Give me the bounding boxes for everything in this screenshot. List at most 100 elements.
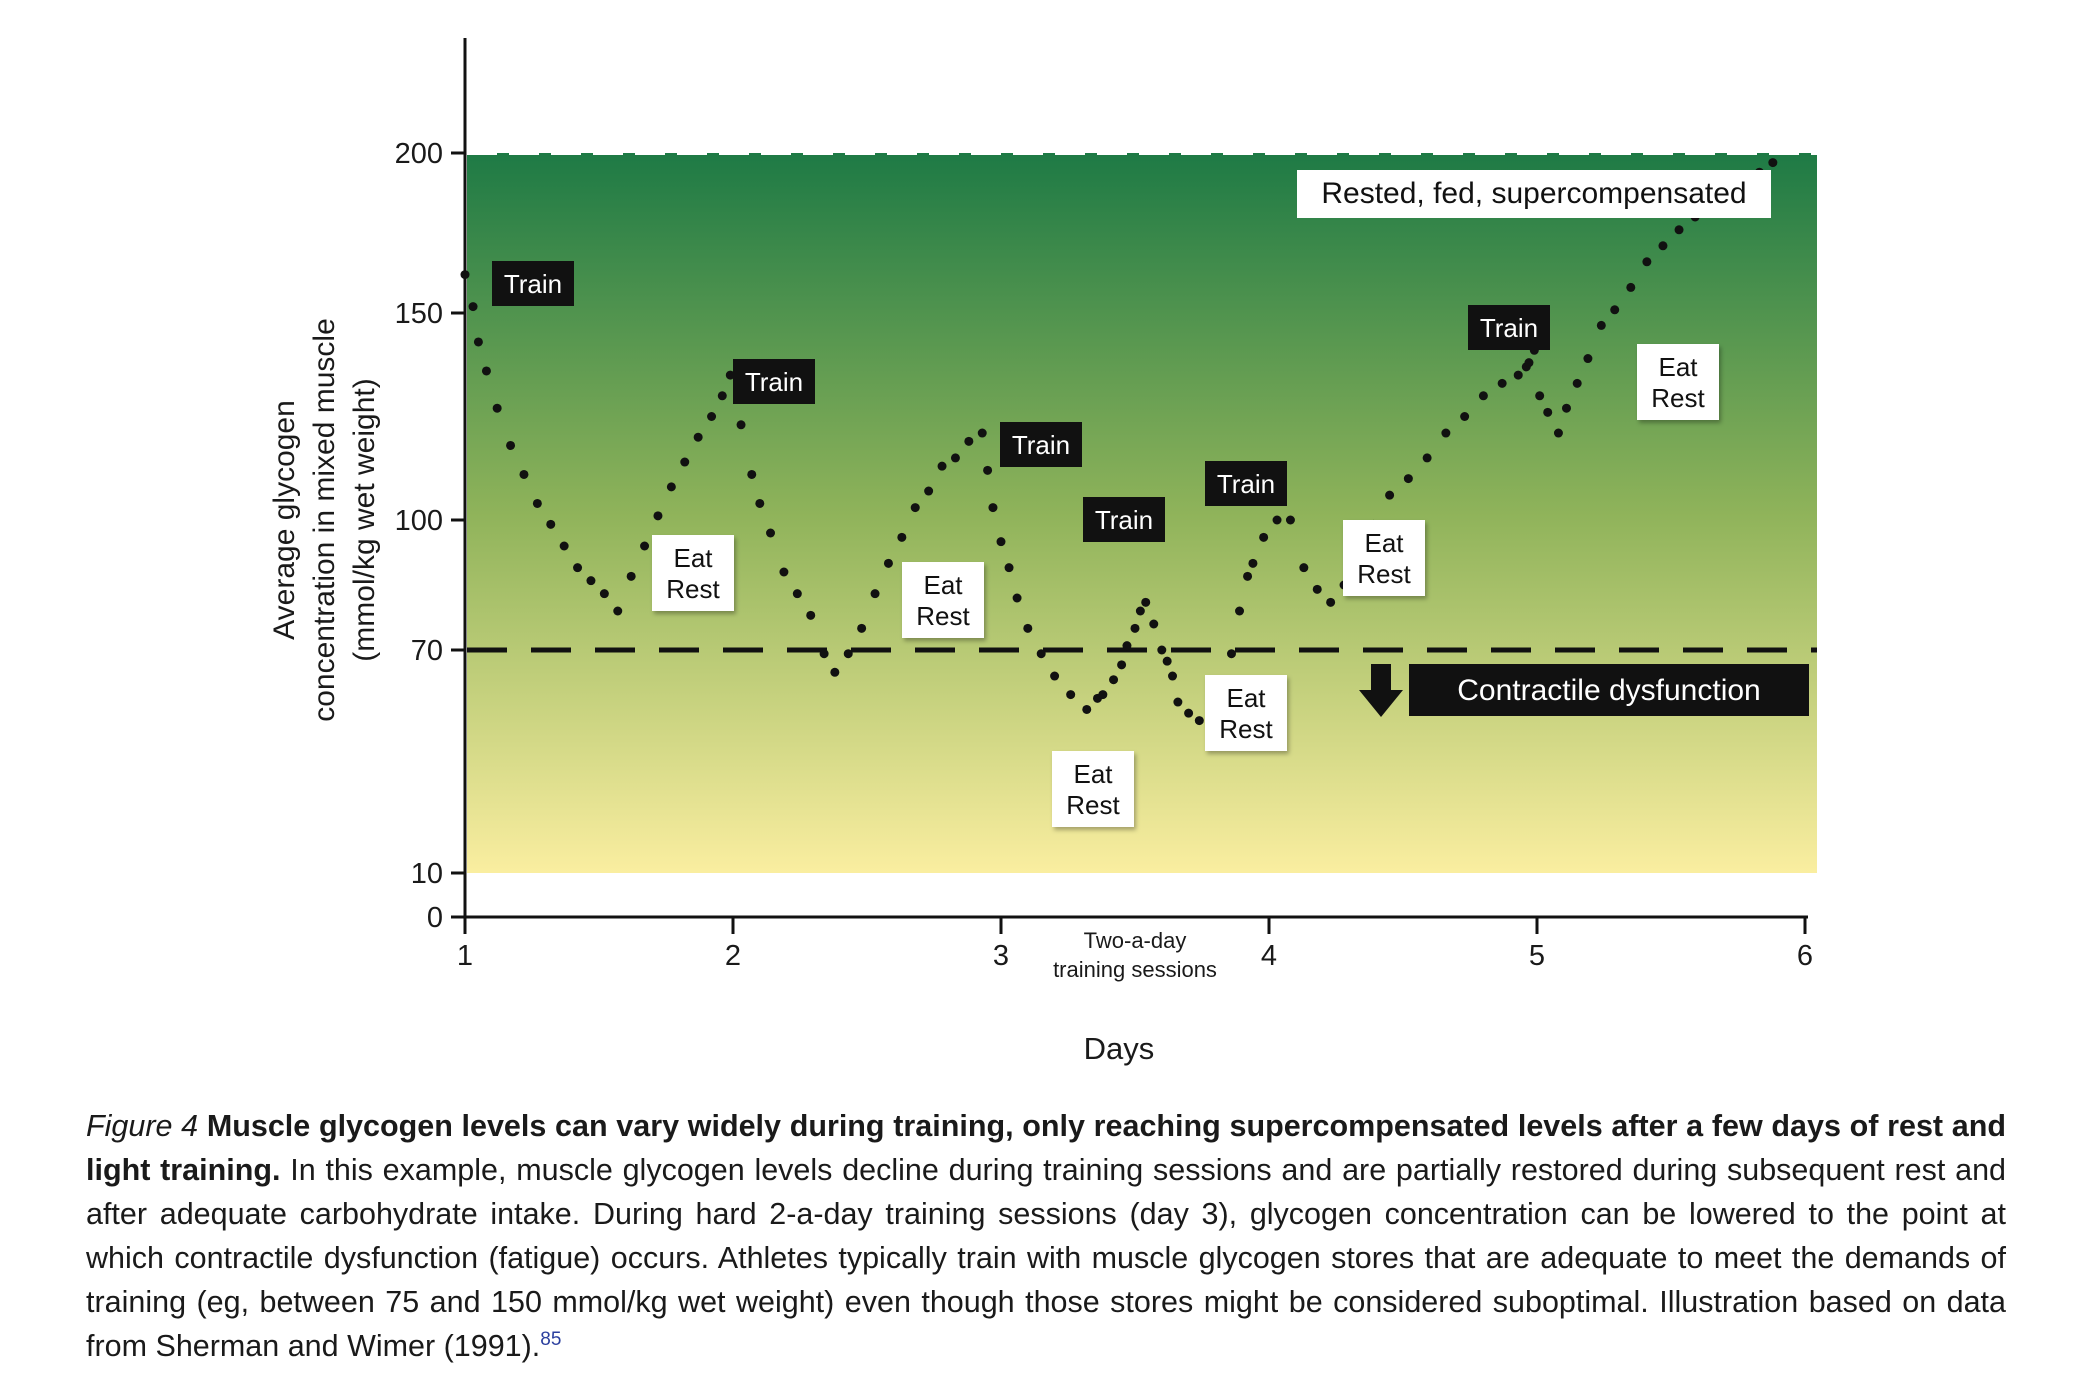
data-point <box>653 511 663 521</box>
data-point <box>725 370 735 380</box>
data-point <box>1596 320 1606 330</box>
data-point <box>1149 619 1159 629</box>
x-tick-label: 6 <box>1797 940 1813 972</box>
eat-rest-label-2: Eat Rest <box>902 562 984 638</box>
data-point <box>1478 391 1488 401</box>
x-ticks: 1 2 3 4 5 6 <box>457 917 1813 972</box>
x-tick-label: 3 <box>993 940 1009 972</box>
svg-text:Eat: Eat <box>1226 683 1266 713</box>
data-point <box>1553 428 1563 438</box>
data-point <box>843 649 853 659</box>
data-point <box>1642 257 1652 267</box>
svg-text:Eat: Eat <box>1658 352 1698 382</box>
y-tick-label: 70 <box>411 635 443 667</box>
data-point <box>460 270 470 280</box>
data-point <box>1572 378 1582 388</box>
supercompensated-label: Rested, fed, supercompensated <box>1297 170 1771 218</box>
caption-body: In this example, muscle glycogen levels … <box>86 1153 2006 1363</box>
data-point <box>693 432 703 442</box>
data-point <box>1259 532 1269 542</box>
data-point <box>1326 597 1336 607</box>
data-point <box>747 469 757 479</box>
data-point <box>1141 597 1151 607</box>
y-axis-title-line3: (mmol/kg wet weight) <box>348 378 381 661</box>
data-point <box>1385 490 1395 500</box>
svg-text:Contractile dysfunction: Contractile dysfunction <box>1457 674 1761 707</box>
data-point <box>988 503 998 513</box>
svg-text:Eat: Eat <box>923 570 963 600</box>
data-point <box>766 528 776 538</box>
two-a-day-annotation-line2: training sessions <box>1053 957 1217 982</box>
data-point <box>506 440 516 450</box>
data-point <box>1162 656 1172 666</box>
data-point <box>1226 649 1236 659</box>
data-point <box>1674 225 1684 235</box>
train-label-5: Train <box>1205 461 1287 506</box>
data-point <box>1524 358 1534 368</box>
data-point <box>924 486 934 496</box>
eat-rest-label-5: Eat Rest <box>1343 520 1425 596</box>
x-tick-label: 2 <box>725 940 741 972</box>
figure-label: Figure 4 <box>86 1109 199 1143</box>
data-point <box>586 576 596 586</box>
axes <box>463 38 1808 919</box>
data-point <box>666 482 676 492</box>
data-point <box>1168 671 1178 681</box>
contractile-dysfunction-label: Contractile dysfunction <box>1359 664 1809 717</box>
data-point <box>613 606 623 616</box>
svg-text:Rest: Rest <box>1066 790 1120 820</box>
y-axis-title-line2: concentration in mixed muscle <box>308 318 341 722</box>
data-point <box>1194 716 1204 726</box>
data-point <box>1248 558 1258 568</box>
glycogen-chart: 0 10 70 100 150 200 1 2 3 4 5 6 Average glycogen c… <box>268 38 1817 1066</box>
data-point <box>1130 623 1140 633</box>
data-point <box>1098 690 1108 700</box>
data-point <box>996 537 1006 547</box>
data-point <box>1023 623 1033 633</box>
train-label-4: Train <box>1083 497 1165 542</box>
data-point <box>640 541 650 551</box>
data-point <box>736 420 746 430</box>
data-point <box>599 589 609 599</box>
data-point <box>1299 563 1309 573</box>
down-arrow-icon <box>1359 664 1403 717</box>
data-point <box>1583 354 1593 364</box>
data-point <box>1117 660 1127 670</box>
data-point <box>1173 697 1183 707</box>
svg-text:Rest: Rest <box>1651 383 1705 413</box>
data-point <box>897 532 907 542</box>
data-point <box>1285 515 1295 525</box>
data-point <box>1066 690 1076 700</box>
svg-text:Eat: Eat <box>1073 759 1113 789</box>
figure-caption: Figure 4 Muscle glycogen levels can vary… <box>86 1104 2006 1368</box>
data-point <box>1312 584 1322 594</box>
train-label-2: Train <box>733 359 815 404</box>
data-point <box>1497 378 1507 388</box>
data-point <box>1543 407 1553 417</box>
data-point <box>546 519 556 529</box>
svg-text:Rest: Rest <box>1357 559 1411 589</box>
caption-reference[interactable]: 85 <box>540 1328 562 1350</box>
y-axis-title-line1: Average glycogen <box>268 400 301 640</box>
data-point <box>473 337 483 347</box>
x-tick-label: 4 <box>1261 940 1277 972</box>
data-point <box>680 457 690 467</box>
data-point <box>1768 158 1778 168</box>
data-point <box>755 498 765 508</box>
data-point <box>950 453 960 463</box>
data-point <box>492 403 502 413</box>
svg-text:Train: Train <box>1217 469 1275 499</box>
data-point <box>573 563 583 573</box>
x-tick-label: 5 <box>1529 940 1545 972</box>
data-point <box>806 610 816 620</box>
svg-text:Train: Train <box>1012 430 1070 460</box>
data-point <box>977 428 987 438</box>
svg-text:Train: Train <box>1095 505 1153 535</box>
data-point <box>964 436 974 446</box>
data-point <box>1513 370 1523 380</box>
y-tick-label: 200 <box>395 138 443 170</box>
svg-text:Train: Train <box>504 269 562 299</box>
data-point <box>857 623 867 633</box>
data-point <box>1422 453 1432 463</box>
data-point <box>1535 391 1545 401</box>
